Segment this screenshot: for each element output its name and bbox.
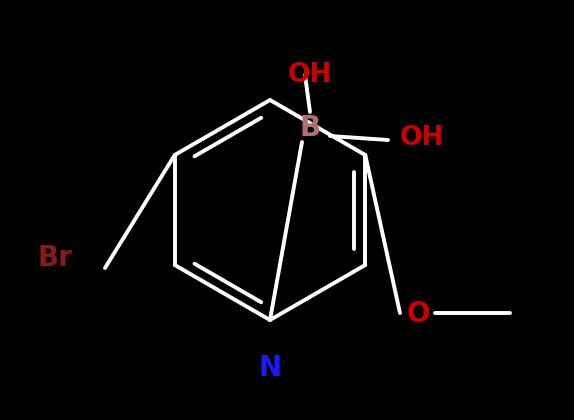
- Text: Br: Br: [37, 244, 72, 272]
- Text: N: N: [258, 354, 282, 382]
- Text: B: B: [300, 114, 320, 142]
- Text: O: O: [406, 300, 430, 328]
- Text: OH: OH: [400, 125, 444, 151]
- Text: OH: OH: [288, 62, 332, 88]
